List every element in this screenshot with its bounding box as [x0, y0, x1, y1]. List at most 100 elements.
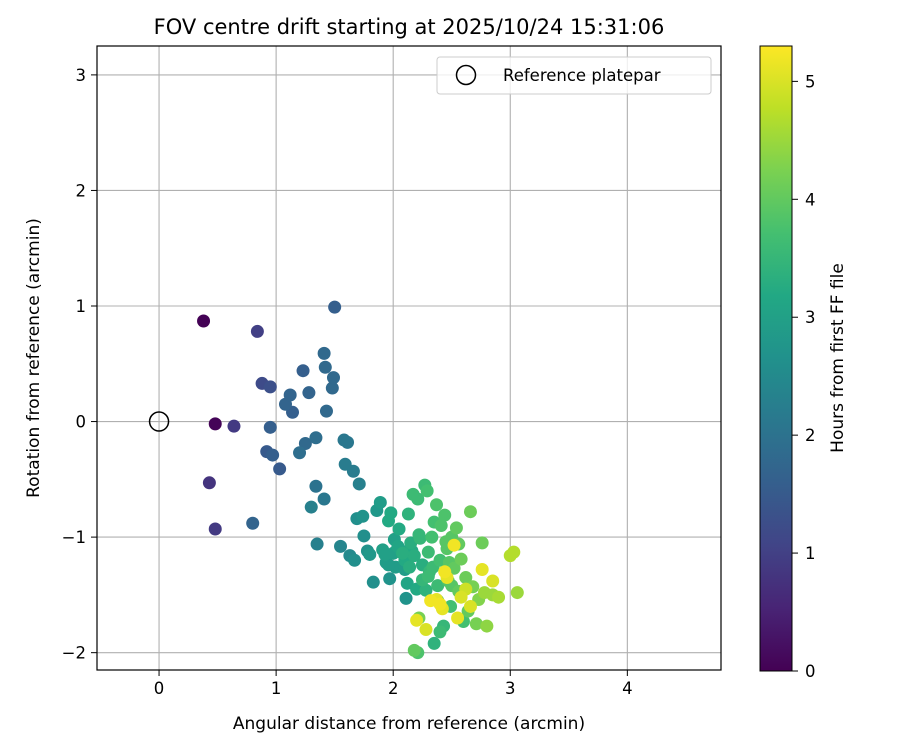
data-point — [401, 507, 415, 521]
x-tick-label: 1 — [271, 679, 282, 698]
data-point — [463, 505, 477, 519]
colorbar-gradient — [759, 45, 793, 672]
data-point — [507, 545, 521, 559]
x-axis-ticks: 0 1 2 3 4 — [154, 670, 633, 698]
colorbar-ticks: 0 1 2 3 4 5 — [792, 72, 816, 681]
colorbar-tick-label: 3 — [805, 308, 816, 327]
colorbar: 0 1 2 3 4 5 Hours from first FF file — [759, 45, 848, 681]
data-point — [396, 546, 410, 560]
data-point — [366, 575, 380, 589]
x-tick-label: 4 — [622, 679, 633, 698]
data-point — [382, 558, 396, 572]
data-point — [425, 530, 439, 544]
data-point — [403, 560, 417, 574]
data-point — [411, 492, 425, 506]
y-tick-label: 3 — [76, 66, 87, 85]
data-point — [399, 591, 413, 605]
data-point — [412, 528, 426, 542]
colorbar-tick-label: 5 — [805, 72, 816, 91]
data-point — [486, 574, 500, 588]
data-point — [454, 552, 468, 566]
data-point — [309, 431, 323, 445]
data-point — [227, 419, 241, 433]
data-point — [250, 324, 264, 338]
data-point — [451, 611, 465, 625]
data-point — [419, 623, 433, 637]
data-point — [434, 519, 448, 533]
legend: Reference platepar — [436, 56, 712, 95]
plot-frame — [96, 45, 722, 671]
data-point — [433, 625, 447, 639]
colorbar-label: Hours from first FF file — [828, 263, 848, 453]
data-point — [431, 579, 445, 593]
y-tick-label: −1 — [62, 528, 86, 547]
data-point — [266, 448, 280, 462]
data-point — [407, 643, 421, 657]
data-point — [419, 583, 433, 597]
legend-marker-icon — [455, 64, 477, 86]
data-point — [304, 500, 318, 514]
data-point — [427, 636, 441, 650]
data-point — [438, 565, 452, 579]
data-point — [492, 590, 506, 604]
y-tick-label: 0 — [76, 413, 87, 432]
data-point — [263, 420, 277, 434]
data-point — [378, 547, 392, 561]
data-point — [283, 388, 297, 402]
x-axis-label: Angular distance from reference (arcmin) — [233, 714, 585, 734]
data-point — [319, 404, 333, 418]
data-point — [298, 437, 312, 451]
y-tick-label: −2 — [62, 644, 86, 663]
reference-point-marker — [148, 411, 170, 432]
data-point — [438, 508, 452, 522]
data-point — [480, 619, 494, 633]
data-point — [373, 495, 387, 509]
chart-title: FOV centre drift starting at 2025/10/24 … — [154, 15, 665, 39]
y-tick-label: 2 — [76, 181, 87, 200]
data-point — [310, 537, 324, 551]
data-point — [341, 435, 355, 449]
data-points — [197, 300, 524, 660]
data-point — [334, 539, 348, 553]
data-point — [296, 364, 310, 378]
data-point — [197, 314, 211, 328]
data-point — [463, 599, 477, 613]
data-point — [317, 346, 331, 360]
data-point — [246, 516, 260, 530]
data-point — [309, 479, 323, 493]
data-point — [208, 417, 222, 431]
y-axis-label: Rotation from reference (arcmin) — [24, 218, 44, 498]
data-point — [202, 476, 216, 490]
colorbar-tick-label: 0 — [805, 662, 816, 681]
data-point — [208, 522, 222, 536]
data-point — [293, 446, 307, 460]
data-point — [302, 386, 316, 400]
data-point — [325, 381, 339, 395]
data-point — [317, 492, 331, 506]
data-point — [510, 586, 524, 600]
data-point — [400, 576, 414, 590]
data-point — [318, 360, 332, 374]
data-point — [348, 553, 362, 567]
legend-label: Reference platepar — [503, 66, 661, 85]
data-point — [326, 371, 340, 385]
data-point — [430, 498, 444, 512]
x-tick-label: 0 — [154, 679, 165, 698]
colorbar-tick-label: 2 — [805, 426, 816, 445]
data-point — [346, 464, 360, 478]
data-point — [352, 477, 366, 491]
data-point — [273, 462, 287, 476]
data-point — [459, 571, 473, 585]
data-point — [383, 572, 397, 586]
data-point — [469, 617, 483, 631]
data-point — [421, 545, 435, 559]
data-point — [421, 569, 435, 583]
colorbar-tick-label: 4 — [805, 190, 816, 209]
data-point — [454, 590, 468, 604]
data-point — [410, 613, 424, 627]
data-point — [357, 529, 371, 543]
data-point — [475, 562, 489, 576]
data-point — [475, 536, 489, 550]
data-point — [356, 509, 370, 523]
